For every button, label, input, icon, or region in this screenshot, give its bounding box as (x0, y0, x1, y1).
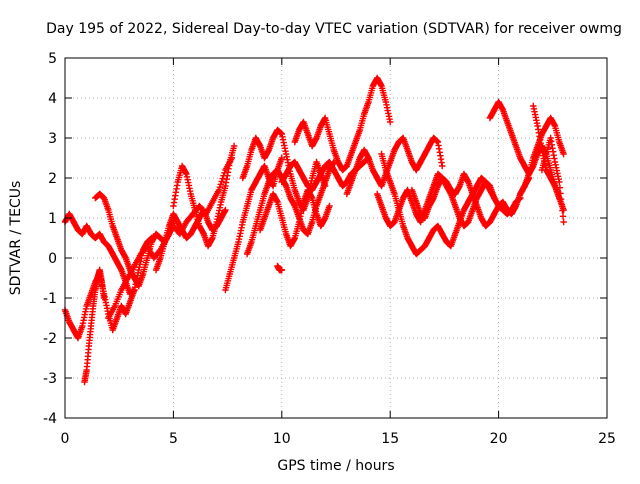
y-tick-label: 5 (48, 51, 57, 67)
data-point (559, 213, 567, 220)
series-sat-v (274, 262, 285, 274)
data-point (216, 183, 224, 191)
data-point (218, 178, 225, 185)
y-tick-label: -4 (43, 411, 57, 427)
data-point (222, 206, 229, 214)
series-sat-p (378, 150, 524, 258)
data-point (556, 184, 564, 191)
series-sat-g (170, 142, 238, 250)
y-tick-label: 2 (48, 171, 57, 187)
series-sat-u (538, 134, 567, 226)
data-point (217, 181, 224, 188)
data-point (560, 150, 567, 158)
y-tick-label: 3 (48, 131, 57, 147)
y-tick-label: -3 (43, 371, 57, 387)
x-tick-label: 15 (381, 431, 399, 447)
data-point (387, 118, 394, 126)
plot-frame (64, 57, 608, 419)
y-tick-label: -1 (43, 291, 57, 307)
data-point (556, 178, 563, 186)
x-tick-label: 5 (169, 431, 178, 447)
data-point (560, 218, 567, 226)
x-tick-label: 0 (61, 431, 70, 447)
x-axis-label: GPS time / hours (277, 458, 394, 474)
series-sat-c (81, 266, 108, 386)
data-points (61, 74, 567, 386)
series-sat-n (343, 134, 446, 198)
grid (65, 58, 607, 418)
data-point (278, 154, 285, 162)
series-sat-k (291, 74, 394, 174)
chart-title: Day 195 of 2022, Sidereal Day-to-day VTE… (46, 21, 622, 37)
y-tick-label: 1 (48, 211, 57, 227)
data-point (439, 162, 446, 170)
data-point (558, 201, 565, 209)
data-point (557, 190, 564, 197)
data-point (278, 266, 285, 274)
data-point (557, 195, 565, 203)
data-point (230, 142, 238, 150)
data-point (326, 202, 333, 210)
axis-ticks: 0 5 10 15 20 25 -4 -3 -2 -1 0 1 2 3 4 5 (43, 51, 616, 447)
x-tick-label: 25 (598, 431, 616, 447)
y-tick-label: 4 (48, 91, 57, 107)
y-axis-label: SDTVAR / TECUs (8, 181, 24, 296)
x-tick-label: 10 (273, 431, 291, 447)
y-tick-label: -2 (43, 331, 57, 347)
series-sat-h (222, 154, 285, 294)
x-tick-label: 20 (490, 431, 508, 447)
data-point (131, 286, 138, 294)
series-sat-m (256, 186, 333, 250)
data-point (559, 207, 566, 214)
y-tick-label: 0 (48, 251, 57, 267)
data-point (100, 294, 108, 302)
